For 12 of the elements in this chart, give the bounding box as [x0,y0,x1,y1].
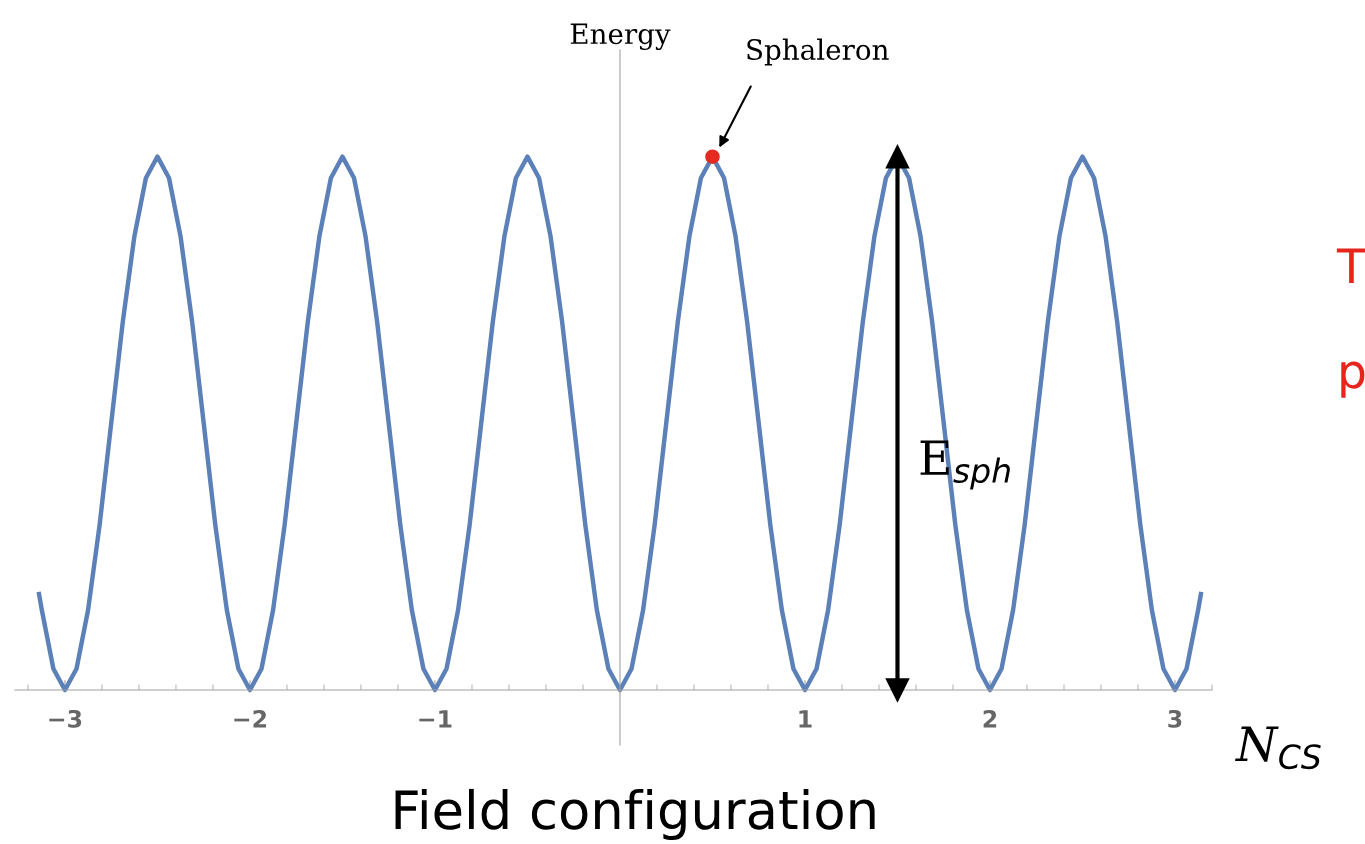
x-tick-label: 2 [983,709,997,728]
x-tick-label: −2 [234,709,267,728]
x-tick-label: −3 [49,709,82,728]
x-tick-label: −1 [419,710,452,728]
x-tick-label: 3 [1168,709,1182,728]
text: T [1336,248,1365,284]
text: p [1341,361,1365,398]
x-tick-label: 1 [799,710,812,728]
text: Sphaleron [747,38,889,66]
text: Field configuration [395,788,875,840]
x-axis-title: N$_{CS}$ [1235,726,1321,770]
y-axis-title: Energy [570,23,671,50]
